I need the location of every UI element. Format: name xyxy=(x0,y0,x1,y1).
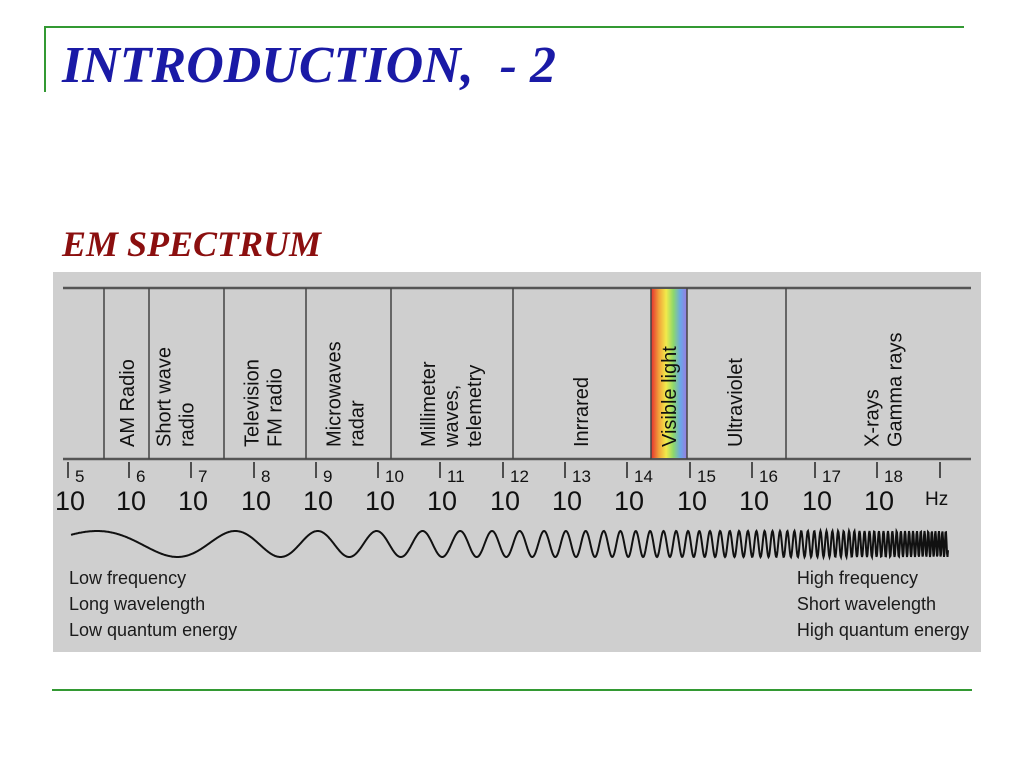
band-label: Ultraviolet xyxy=(725,358,747,447)
band-label: Television FM radio xyxy=(242,359,287,447)
band-label-line: radar xyxy=(347,400,369,447)
top-rule xyxy=(44,26,964,28)
slide-title: INTRODUCTION, - 2 xyxy=(62,37,556,94)
tick-exponent: 16 xyxy=(759,467,778,486)
band-label-line: Gamma rays xyxy=(885,333,907,447)
tick-base: 10 xyxy=(55,486,85,516)
frequency-tick: 910 xyxy=(303,462,333,516)
tick-exponent: 13 xyxy=(572,467,591,486)
band-label: X-rays Gamma rays xyxy=(862,333,907,447)
tick-exponent: 18 xyxy=(884,467,903,486)
tick-exponent: 15 xyxy=(697,467,716,486)
spectrum-canvas: AM Radio Short wave radio Television FM radi… xyxy=(55,286,971,561)
tick-base: 10 xyxy=(677,486,707,516)
band-label: AM Radio xyxy=(117,359,139,447)
frequency-tick: 610 xyxy=(116,462,146,516)
band-label-line: X-rays xyxy=(862,389,884,447)
short-wavelength-label: Short wavelength xyxy=(796,594,936,614)
tick-exponent: 10 xyxy=(385,467,404,486)
band-label: Visible light xyxy=(659,346,681,447)
tick-base: 10 xyxy=(427,486,457,516)
tick-exponent: 11 xyxy=(447,467,465,486)
tick-exponent: 5 xyxy=(75,467,84,486)
wave-illustration xyxy=(70,527,949,561)
tick-base: 10 xyxy=(116,486,146,516)
tick-exponent: 14 xyxy=(634,467,653,486)
tick-base: 10 xyxy=(552,486,582,516)
left-rule xyxy=(44,26,46,92)
band-label: Short wave radio xyxy=(154,347,199,447)
band-label: Millimeter waves, telemetry xyxy=(418,361,486,448)
tick-exponent: 7 xyxy=(198,467,207,486)
band-label-line: Ultraviolet xyxy=(725,358,747,447)
frequency-tick: 810 xyxy=(241,462,271,516)
frequency-tick: 710 xyxy=(178,462,208,516)
high-end-labels: High frequency Short wavelength High qua… xyxy=(797,565,969,643)
tick-exponent: 9 xyxy=(323,467,332,486)
band-label-line: radio xyxy=(177,403,199,447)
low-energy-label: Low quantum energy xyxy=(69,620,238,640)
tick-base: 10 xyxy=(864,486,894,516)
band-label: Microwaves radar xyxy=(324,341,369,447)
high-frequency-label: High frequency xyxy=(796,568,918,588)
visible-light-gradient xyxy=(651,289,687,458)
band-label-line: telemetry xyxy=(464,365,486,447)
band-label: Inrrared xyxy=(571,377,593,447)
tick-base: 10 xyxy=(241,486,271,516)
bottom-rule xyxy=(52,689,972,691)
band-label-line: Television xyxy=(242,359,264,447)
high-energy-label: High quantum energy xyxy=(796,620,969,640)
frequency-unit: Hz xyxy=(925,489,948,510)
band-label-line: Inrrared xyxy=(571,377,593,447)
em-spectrum-diagram: AM Radio Short wave radio Television FM radi… xyxy=(53,272,981,652)
tick-base: 10 xyxy=(303,486,333,516)
tick-base: 10 xyxy=(739,486,769,516)
tick-base: 10 xyxy=(178,486,208,516)
band-label-line: waves, xyxy=(441,385,463,448)
band-label-line: FM radio xyxy=(265,368,287,447)
band-label-line: Short wave xyxy=(154,347,176,447)
tick-base: 10 xyxy=(614,486,644,516)
low-frequency-label: Low frequency xyxy=(69,568,187,588)
band-label-line: Microwaves xyxy=(324,341,346,447)
long-wavelength-label: Long wavelength xyxy=(69,594,206,614)
section-title: EM SPECTRUM xyxy=(62,224,322,264)
band-label-line: Millimeter xyxy=(418,361,440,447)
tick-base: 10 xyxy=(802,486,832,516)
band-label-line: AM Radio xyxy=(117,359,139,447)
band-label-line: Visible light xyxy=(659,346,681,447)
tick-exponent: 17 xyxy=(822,467,841,486)
tick-base: 10 xyxy=(365,486,395,516)
tick-exponent: 12 xyxy=(510,467,529,486)
tick-exponent: 6 xyxy=(136,467,145,486)
frequency-tick: 510 xyxy=(55,462,85,516)
low-end-labels: Low frequency Long wavelength Low quantu… xyxy=(69,565,237,643)
tick-exponent: 8 xyxy=(261,467,270,486)
tick-base: 10 xyxy=(490,486,520,516)
